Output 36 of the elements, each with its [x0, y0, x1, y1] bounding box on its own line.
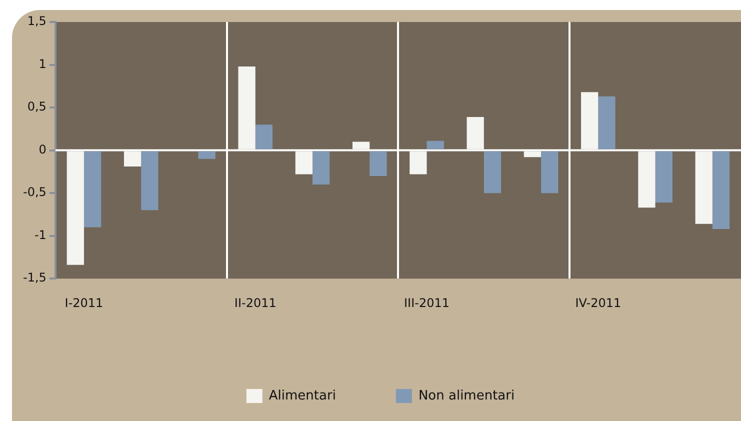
- y-tick-label: -0,5: [22, 185, 46, 200]
- bar: [426, 140, 444, 150]
- x-tick-label: IV-2011: [575, 296, 622, 310]
- bar: [352, 142, 370, 150]
- legend-label: Non alimentari: [418, 388, 515, 404]
- y-tick-label: 0: [38, 142, 46, 156]
- x-tick-label: I-2011: [64, 296, 104, 310]
- y-tick-label: 1: [38, 56, 46, 71]
- bar: [124, 151, 142, 167]
- bar: [255, 124, 273, 150]
- bar: [295, 151, 313, 174]
- bar: [198, 151, 216, 159]
- y-tick-label: 1,5: [27, 14, 46, 28]
- bar: [541, 151, 558, 194]
- bar: [84, 151, 102, 228]
- y-tick-label: -1: [34, 228, 46, 242]
- bar: [655, 151, 672, 202]
- bar: [141, 151, 158, 210]
- legend-label: Alimentari: [268, 388, 336, 404]
- x-tick-label: II-2011: [234, 296, 276, 310]
- bar: [524, 151, 542, 158]
- bar: [238, 66, 256, 150]
- bar: [66, 151, 84, 265]
- bar: [484, 151, 502, 194]
- bar: [410, 151, 427, 174]
- bar: [695, 151, 712, 224]
- y-tick-label: -1,5: [22, 270, 46, 285]
- bar: [712, 151, 730, 229]
- y-tick-label: 0,5: [27, 100, 46, 114]
- bar: [638, 151, 656, 208]
- bar: [370, 151, 387, 176]
- bar: [312, 151, 330, 185]
- x-tick-label: III-2011: [404, 296, 450, 310]
- bar: [598, 96, 616, 150]
- bar: [466, 116, 484, 150]
- bar: [581, 92, 598, 150]
